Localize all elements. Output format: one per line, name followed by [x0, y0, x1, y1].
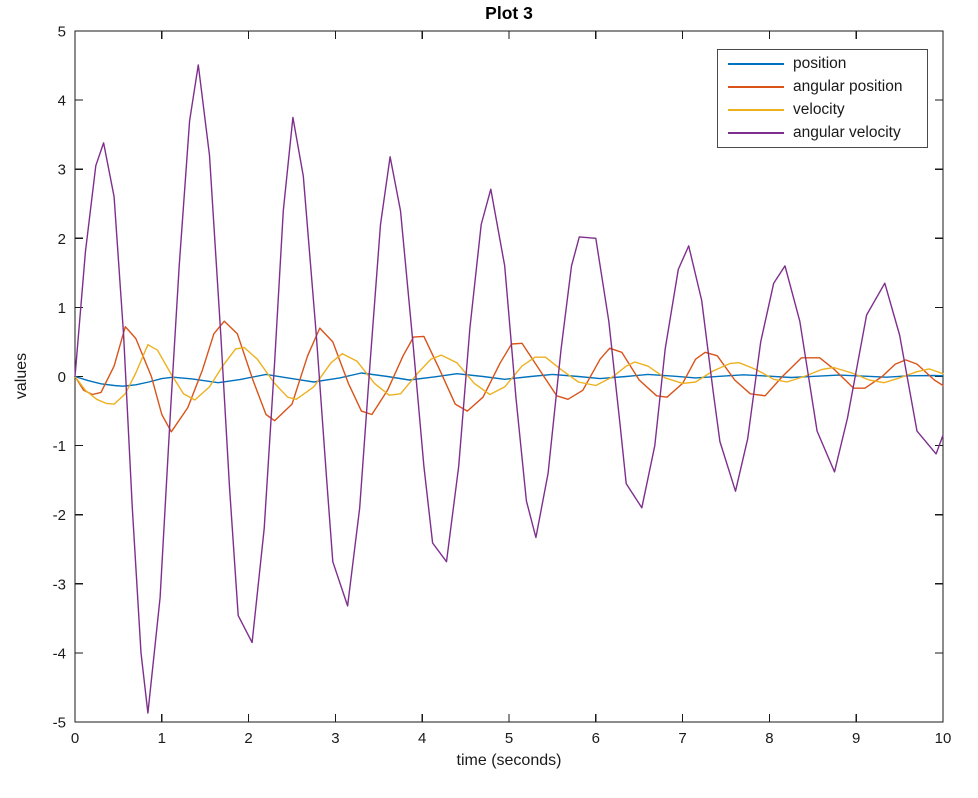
y-tick-label: 5 [58, 24, 66, 41]
legend-item-velocity: velocity [718, 101, 927, 119]
x-tick-label: 4 [418, 730, 426, 747]
series-line-velocity [74, 344, 944, 405]
series-line-position [74, 372, 944, 387]
x-tick-label: 2 [244, 730, 252, 747]
x-axis-label: time (seconds) [456, 752, 562, 769]
y-tick-label: -3 [53, 576, 66, 593]
y-tick-label: -2 [53, 507, 66, 524]
y-tick-label: 4 [58, 93, 66, 110]
plot-title: Plot 3 [485, 3, 533, 23]
legend: position angular position velocity angular … [717, 49, 928, 148]
legend-item-angular-position: angular position [718, 78, 927, 96]
x-tick-label: 0 [71, 730, 79, 747]
y-tick-label: -4 [53, 645, 66, 662]
x-tick-label: 10 [935, 730, 952, 747]
legend-swatch-velocity [728, 109, 784, 112]
x-tick-label: 6 [592, 730, 600, 747]
x-tick-label: 3 [331, 730, 339, 747]
legend-item-position: position [718, 55, 927, 73]
y-tick-labels: -5 -4 -3 -2 -1 0 1 2 3 4 5 [53, 24, 66, 732]
y-tick-label: 0 [58, 369, 66, 386]
legend-label: position [793, 54, 847, 72]
legend-label: angular position [793, 77, 903, 95]
x-tick-label: 9 [852, 730, 860, 747]
y-tick-label: 2 [58, 231, 66, 248]
legend-item-angular-velocity: angular velocity [718, 124, 927, 142]
legend-swatch-angular-velocity [728, 132, 784, 135]
y-axis-label: values [13, 352, 30, 400]
legend-swatch-angular-position [728, 85, 784, 88]
y-tick-label: 1 [58, 300, 66, 317]
x-tick-label: 5 [505, 730, 513, 747]
series-line-angular-position [74, 320, 944, 433]
x-tick-label: 7 [678, 730, 686, 747]
y-tick-label: -5 [53, 715, 66, 732]
y-tick-label: 3 [58, 162, 66, 179]
legend-swatch-position [728, 62, 784, 65]
x-tick-label: 1 [158, 730, 166, 747]
x-tick-label: 8 [765, 730, 773, 747]
series-line-angular-velocity [74, 64, 944, 714]
x-tick-labels: 0 1 2 3 4 5 6 7 8 9 10 [71, 730, 952, 747]
axis-ticks [74, 30, 944, 723]
legend-label: velocity [793, 101, 845, 119]
legend-label: angular velocity [793, 124, 901, 142]
y-tick-label: -1 [53, 438, 66, 455]
